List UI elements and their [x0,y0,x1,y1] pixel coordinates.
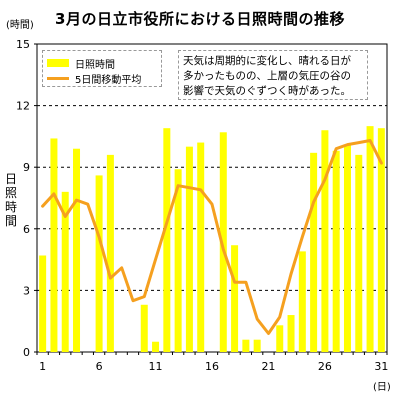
bar-day-13 [174,169,182,352]
x-tick-label-6: 6 [96,360,103,373]
y-tick-label-6: 6 [23,223,30,236]
legend-label-bar: 日照時間 [75,59,115,71]
legend-swatch-bar [47,59,69,67]
bar-day-20 [253,339,261,352]
x-tick-label-31: 31 [374,360,388,373]
y-axis-label: 日照時間 [4,172,17,228]
x-axis-unit-label: (日) [373,382,391,393]
bar-day-24 [298,251,306,352]
bar-day-26 [321,130,329,352]
bar-day-30 [366,126,374,352]
bar-day-19 [242,339,250,352]
bar-day-7 [106,154,114,352]
legend-item-line: 5日間移動平均 [47,71,142,86]
bar-day-31 [377,128,385,352]
bar-day-1 [39,255,47,352]
y-tick-label-3: 3 [23,284,30,297]
annotation-line-1: 天気は周期的に変化し、晴れる日が [183,55,351,67]
legend-label-line: 5日間移動平均 [75,74,142,86]
bar-day-10 [140,304,148,352]
x-tick-label-1: 1 [39,360,46,373]
bar-day-6 [95,175,103,352]
line-moving-average [41,139,383,335]
chart-title: 3月の日立市役所における日照時間の推移 [55,10,345,28]
bar-day-15 [197,142,205,352]
bar-day-25 [310,152,318,352]
bar-day-2 [50,138,58,352]
bar-day-18 [231,245,239,352]
annotation-box: 天気は周期的に変化し、晴れる日が 多かったものの、上層の気圧の谷の 影響で天気の… [178,50,368,100]
bar-day-17 [219,132,227,352]
bar-day-22 [276,325,284,352]
y-axis-unit-label: (時間) [6,20,34,31]
y-tick-label-0: 0 [23,346,30,359]
bar-day-14 [185,146,193,352]
bar-day-4 [73,148,81,352]
annotation-line-2: 多かったものの、上層の気圧の谷の [183,70,351,82]
y-tick-label-12: 12 [16,100,30,113]
bar-day-23 [287,315,295,352]
bar-day-29 [355,154,363,352]
x-tick-label-26: 26 [318,360,332,373]
y-tick-label-15: 15 [16,38,30,51]
legend-swatch-line [47,76,69,80]
annotation-line-3: 影響で天気のぐずつく時があった。 [183,85,351,97]
bar-day-27 [332,150,340,352]
x-tick-label-21: 21 [261,360,275,373]
x-tick-label-11: 11 [149,360,163,373]
bar-day-11 [152,341,160,352]
y-tick-label-9: 9 [23,161,30,174]
bar-day-28 [343,144,351,352]
bar-day-3 [61,191,69,352]
x-tick-label-16: 16 [205,360,219,373]
legend: 日照時間 5日間移動平均 [42,50,162,87]
bar-day-12 [163,128,171,352]
plot-area-border [36,43,388,353]
legend-item-bar: 日照時間 [47,56,115,71]
